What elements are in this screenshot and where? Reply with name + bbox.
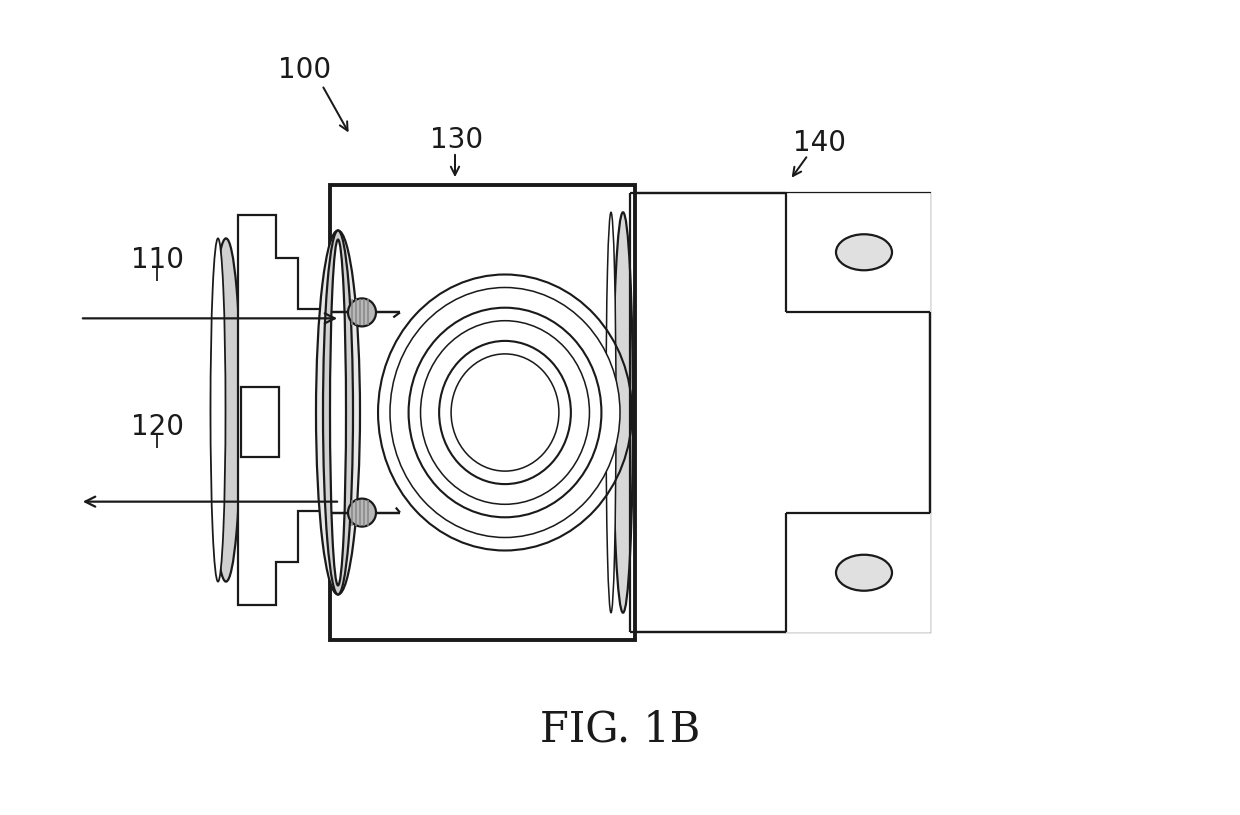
Ellipse shape — [348, 298, 376, 326]
Ellipse shape — [322, 231, 353, 594]
Ellipse shape — [391, 288, 620, 538]
Polygon shape — [786, 513, 930, 632]
Ellipse shape — [316, 231, 360, 594]
Ellipse shape — [330, 240, 346, 585]
Bar — [330, 185, 635, 640]
Ellipse shape — [211, 239, 241, 582]
Ellipse shape — [613, 212, 632, 613]
Ellipse shape — [836, 555, 892, 591]
Ellipse shape — [451, 354, 559, 471]
Text: 130: 130 — [430, 126, 484, 154]
Ellipse shape — [467, 372, 543, 453]
Polygon shape — [238, 215, 339, 605]
Ellipse shape — [836, 234, 892, 271]
Text: FIG. 1B: FIG. 1B — [539, 709, 701, 751]
Ellipse shape — [420, 320, 589, 504]
Polygon shape — [786, 193, 930, 311]
Text: 110: 110 — [130, 246, 184, 274]
Text: 120: 120 — [130, 413, 184, 441]
Ellipse shape — [348, 499, 376, 526]
Text: 100: 100 — [279, 56, 331, 84]
Ellipse shape — [211, 239, 226, 582]
Bar — [630, 193, 930, 632]
Ellipse shape — [606, 212, 616, 613]
Text: 140: 140 — [794, 129, 847, 157]
Bar — [241, 386, 279, 456]
